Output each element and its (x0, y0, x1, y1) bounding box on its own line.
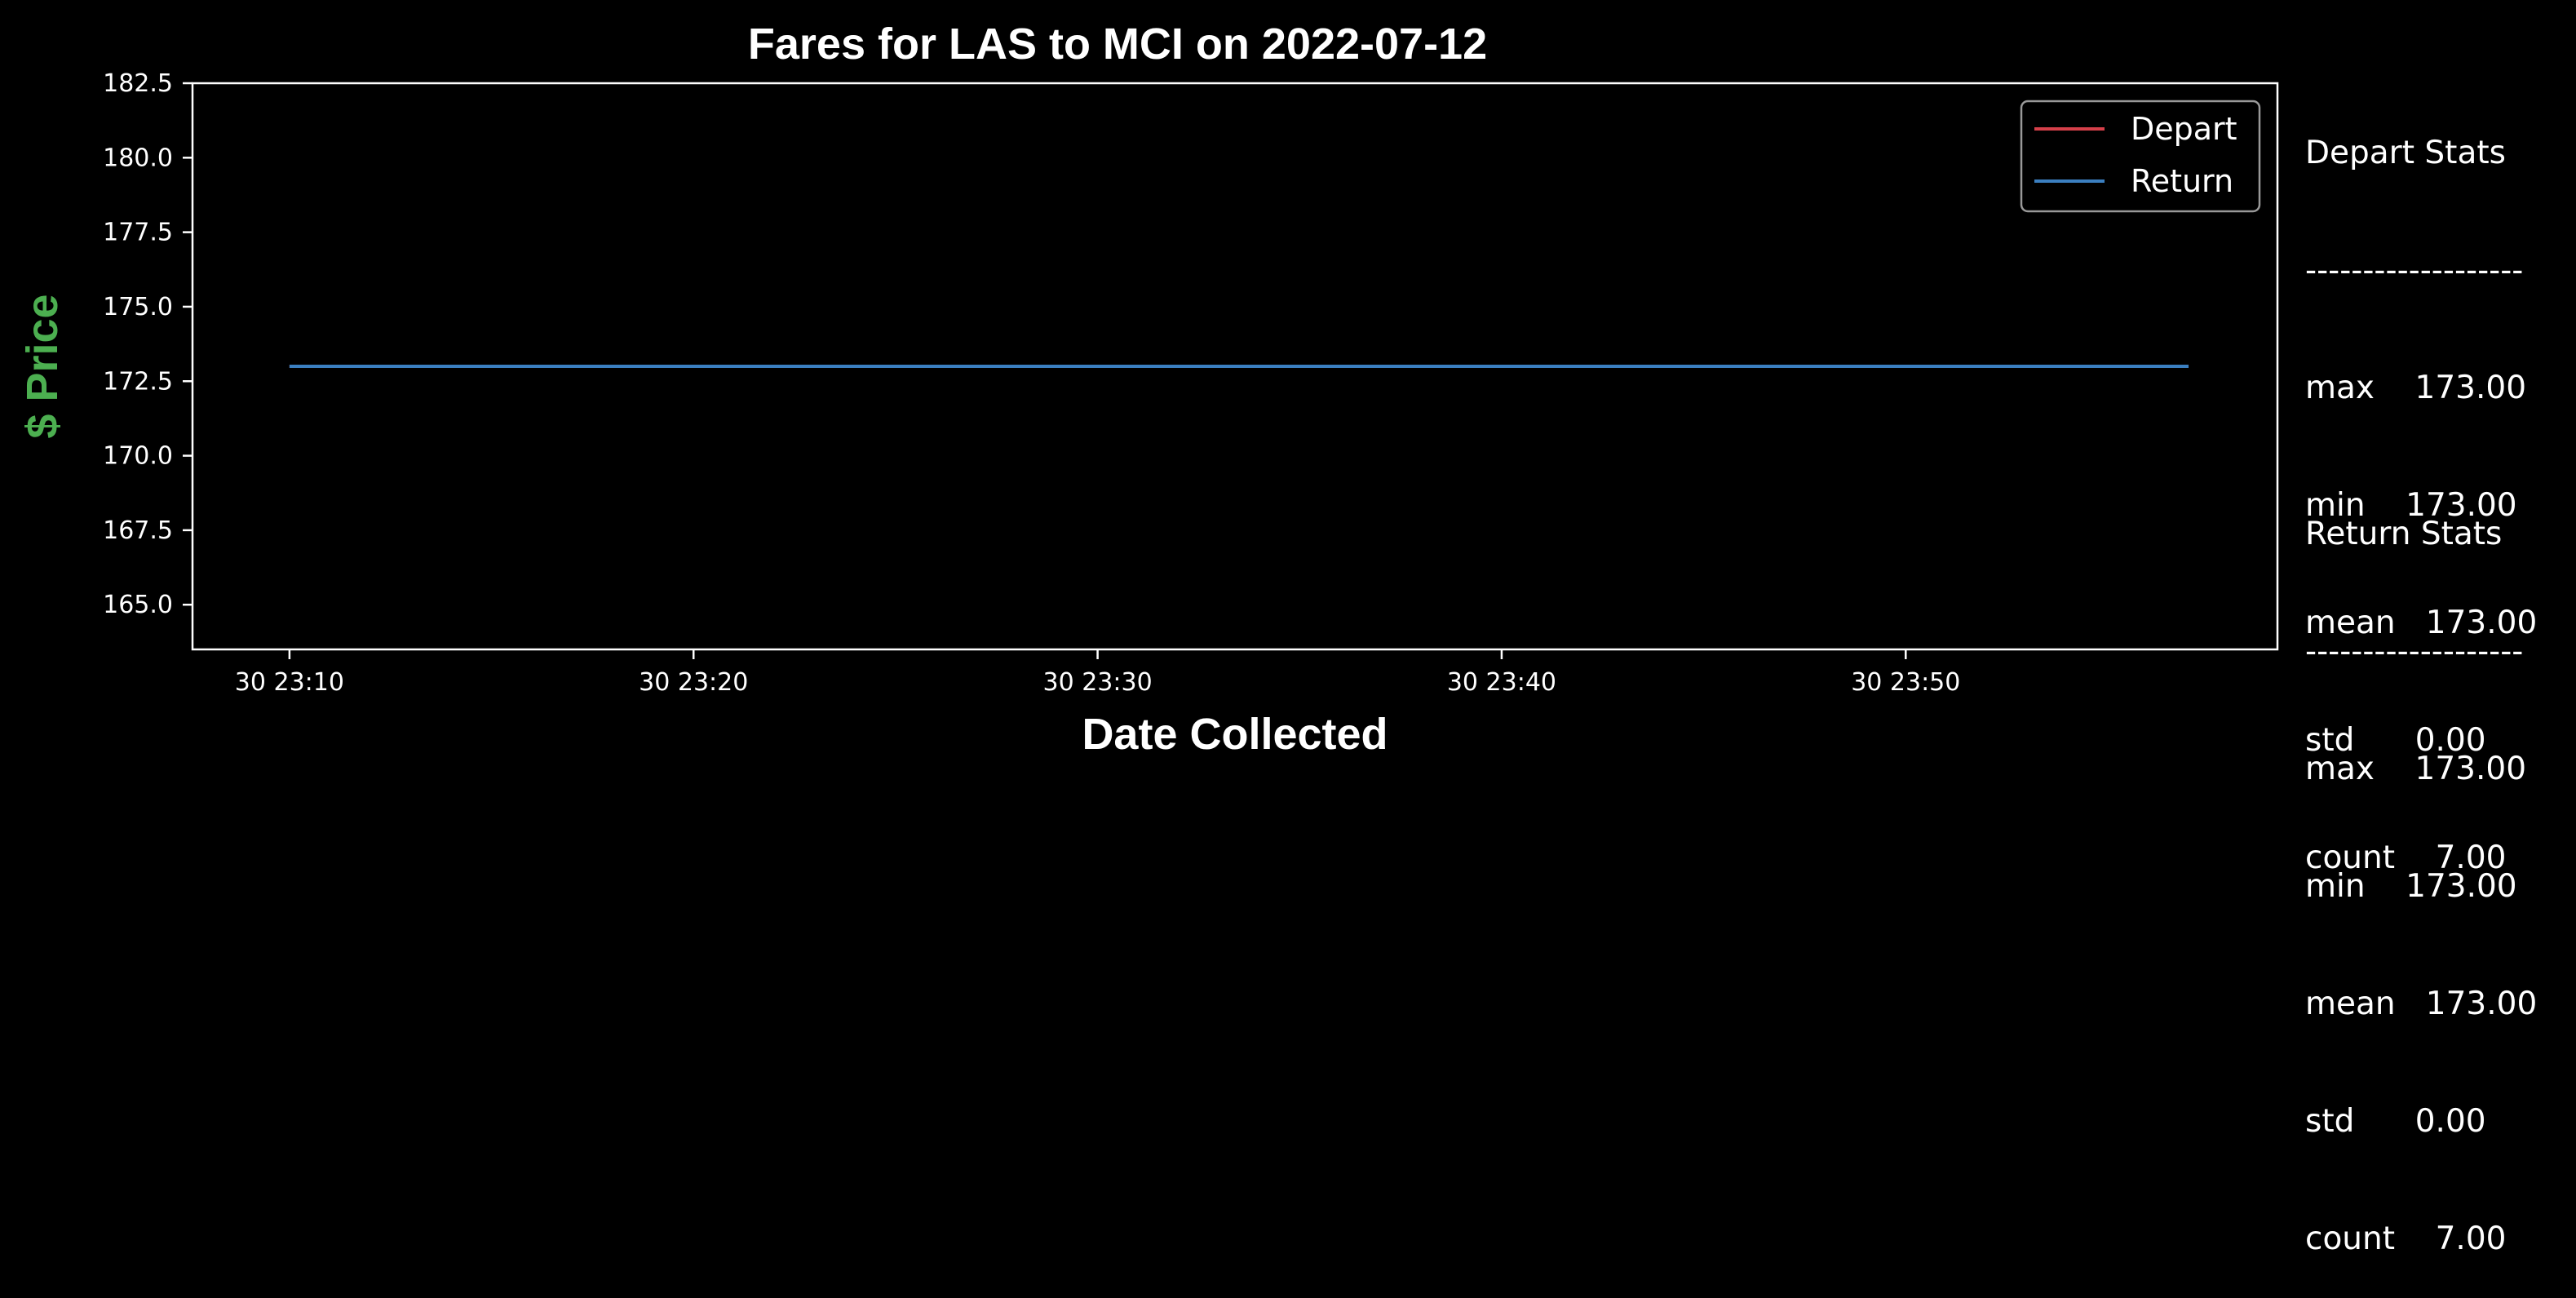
depart-stats-panel: Depart Stats ------------------- max 173… (2305, 55, 2537, 917)
depart-stats-title: Depart Stats (2305, 135, 2506, 171)
legend: Depart Return (2020, 100, 2261, 213)
legend-label-depart: Depart (2131, 111, 2237, 147)
x-axis: 30 23:10 30 23:20 30 23:30 30 23:40 30 23:50 (235, 649, 1960, 697)
y-tick-label: 165.0 (103, 591, 173, 619)
depart-stats-max: max 173.00 (2305, 370, 2527, 406)
depart-stats-mean: mean 173.00 (2305, 605, 2538, 641)
chart-title: Fares for LAS to MCI on 2022-07-12 (748, 20, 1487, 69)
y-tick-label: 167.5 (103, 516, 173, 545)
return-stats-title: Return Stats (2305, 516, 2503, 552)
x-tick-label: 30 23:10 (235, 668, 344, 697)
depart-stats-divider: ------------------- (2305, 252, 2524, 289)
x-tick-label: 30 23:40 (1447, 668, 1556, 697)
y-tick-label: 175.0 (103, 293, 173, 321)
return-stats-count: count 7.00 (2305, 1220, 2507, 1257)
x-axis-label: Date Collected (1082, 710, 1388, 759)
x-tick-label: 30 23:50 (1851, 668, 1960, 697)
return-stats-mean: mean 173.00 (2305, 986, 2538, 1022)
x-tick-label: 30 23:20 (639, 668, 748, 697)
x-tick-label: 30 23:30 (1042, 668, 1152, 697)
y-tick-label: 177.5 (103, 219, 173, 247)
y-tick-label: 172.5 (103, 367, 173, 396)
plot-area-frame (191, 82, 2279, 651)
y-axis: 165.0 167.5 170.0 172.5 175.0 177.5 180.0 182.5 (103, 69, 193, 619)
return-stats-panel: Return Stats ------------------- max 173… (2305, 436, 2537, 1298)
fare-chart: Fares for LAS to MCI on 2022-07-12 165.0… (18, 20, 2279, 759)
y-tick-label: 170.0 (103, 442, 173, 471)
return-stats-std: std 0.00 (2305, 1103, 2486, 1140)
y-axis-label: $ Price (18, 294, 67, 438)
y-tick-label: 182.5 (103, 69, 173, 98)
depart-stats-std: std 0.00 (2305, 722, 2486, 759)
y-tick-label: 180.0 (103, 144, 173, 172)
return-stats-divider: ------------------- (2305, 633, 2524, 670)
depart-stats-min: min 173.00 (2305, 487, 2517, 524)
return-stats-min: min 173.00 (2305, 868, 2517, 905)
legend-label-return: Return (2131, 163, 2233, 199)
return-stats-max: max 173.00 (2305, 751, 2527, 787)
